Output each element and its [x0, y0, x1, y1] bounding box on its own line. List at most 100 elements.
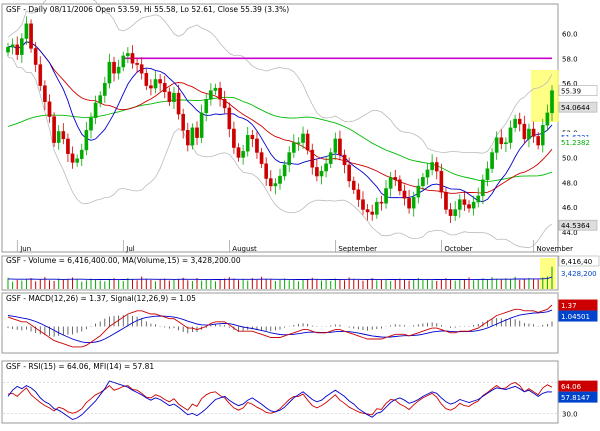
candle-body — [508, 127, 513, 143]
candle-body — [98, 95, 103, 104]
candle-body — [89, 117, 93, 131]
candle-body — [444, 191, 448, 210]
candle-body — [139, 64, 144, 74]
volume-ma-tag-box — [558, 267, 600, 279]
price-tag: 55.39 — [561, 88, 581, 96]
candle-body — [282, 164, 287, 177]
price-tag-box — [558, 219, 598, 231]
price-tick-label: 44.0 — [562, 229, 578, 237]
candle-body — [411, 196, 416, 209]
candle-body — [29, 23, 33, 49]
candle-body — [227, 107, 232, 130]
volume-tag: 6,416,40 — [561, 258, 592, 266]
candle-body — [481, 179, 485, 197]
candle-body — [393, 177, 398, 180]
price-tick-label: 58.0 — [562, 55, 578, 63]
candle-body — [453, 209, 457, 216]
price-tag: 54.0644 — [561, 104, 590, 112]
candle-body — [135, 63, 139, 65]
candle-body — [6, 47, 10, 53]
price-tag: 51.2382 — [561, 139, 590, 147]
price-tag-box — [558, 136, 598, 148]
candle-body — [149, 85, 153, 89]
mfi-tag: 57.8147 — [561, 394, 590, 402]
candle-body — [333, 138, 338, 153]
price-title: GSF - Daily 08/11/2006 Open 53.59, Hi 55… — [6, 5, 289, 14]
candle-body — [70, 153, 75, 163]
rsi-series — [7, 380, 553, 420]
candle-body — [540, 125, 545, 146]
lower-band-line — [7, 56, 553, 249]
candle-body — [167, 91, 172, 102]
price-panel-frame — [1, 3, 559, 253]
candle-body — [79, 149, 84, 159]
price-tag: 44.5364 — [561, 222, 590, 230]
macd-line — [7, 304, 553, 348]
candle-body — [250, 134, 255, 140]
candle-body — [52, 116, 56, 143]
rsi-line — [7, 382, 553, 416]
macd-title: GSF - MACD(12,26) = 1.37, Signal(12,26,9… — [6, 294, 196, 303]
candle-body — [24, 23, 29, 39]
candle-body — [130, 53, 135, 64]
candle-body — [545, 112, 550, 126]
ma-long-line — [7, 96, 553, 182]
candle-body — [245, 134, 250, 152]
candle-body — [328, 152, 333, 164]
candle-body — [384, 188, 388, 204]
candle-body — [365, 209, 370, 213]
candle-body — [315, 167, 319, 177]
month-label: Jul — [125, 245, 135, 253]
candle-body — [527, 128, 531, 140]
volume-title: GSF - Volume = 6,416,400.00, MA(Volume,1… — [6, 256, 241, 265]
candle-body — [342, 154, 347, 166]
candle-body — [209, 90, 213, 100]
macd-tag: 1.37 — [561, 302, 577, 310]
volume-ma-tag: 3,428,200 — [561, 270, 597, 278]
candle-body — [457, 199, 462, 210]
candle-body — [467, 204, 471, 209]
candle-body — [504, 142, 508, 145]
macd-series — [7, 304, 553, 348]
mfi-line — [7, 380, 553, 420]
candle-body — [434, 162, 439, 172]
candle-body — [402, 190, 407, 199]
candle-body — [421, 177, 425, 187]
price-tick-label: 48.0 — [562, 179, 578, 187]
candle-body — [43, 85, 47, 102]
candle-body — [264, 163, 268, 179]
candle-body — [462, 199, 467, 205]
candle-body — [370, 211, 375, 215]
candle-body — [439, 170, 444, 193]
candle-body — [144, 73, 149, 86]
candle-body — [232, 128, 236, 148]
rsi-tick-label: 30.0 — [562, 410, 578, 418]
candle-body — [305, 133, 310, 151]
candle-body — [296, 142, 301, 144]
rsi-panel-frame — [1, 360, 559, 424]
candle-body — [531, 128, 536, 137]
last-bar-highlight — [531, 70, 559, 122]
candle-body — [10, 44, 15, 48]
candle-body — [222, 99, 227, 109]
candle-body — [102, 82, 107, 96]
candle-body — [471, 201, 476, 209]
candle-body — [550, 90, 554, 114]
price-tag-box — [558, 85, 598, 96]
candle-body — [61, 131, 66, 140]
candle-body — [268, 178, 273, 187]
candle-body — [430, 162, 434, 171]
month-label: November — [537, 245, 574, 253]
candle-body — [273, 183, 278, 187]
price-tick-label: 60.0 — [562, 31, 578, 39]
candle-body — [195, 127, 199, 138]
candle-body — [398, 179, 402, 192]
candle-body — [107, 61, 112, 84]
candle-body — [278, 175, 282, 184]
candle-body — [20, 38, 24, 55]
candle-body — [485, 168, 490, 180]
price-tick-label: 56.0 — [562, 80, 578, 88]
price-tick-label: 50.0 — [562, 154, 578, 162]
